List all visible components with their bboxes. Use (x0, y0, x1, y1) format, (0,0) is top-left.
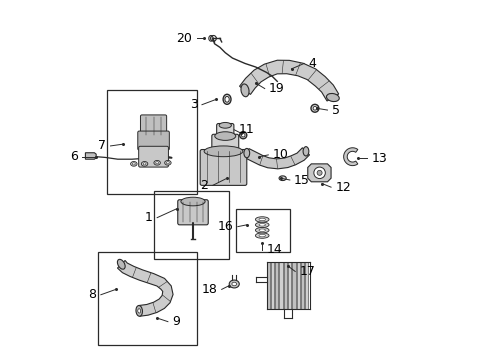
Ellipse shape (209, 36, 213, 41)
Ellipse shape (219, 122, 231, 128)
Text: 17: 17 (299, 265, 316, 278)
Polygon shape (343, 148, 358, 166)
FancyBboxPatch shape (138, 131, 170, 150)
Text: 10: 10 (272, 148, 289, 161)
Ellipse shape (303, 147, 309, 156)
Ellipse shape (229, 280, 239, 288)
Polygon shape (293, 262, 295, 309)
Ellipse shape (255, 217, 269, 222)
Ellipse shape (326, 94, 339, 102)
FancyBboxPatch shape (141, 115, 167, 138)
Ellipse shape (215, 132, 236, 140)
Text: 4: 4 (309, 57, 317, 70)
Text: 14: 14 (267, 243, 282, 256)
FancyBboxPatch shape (178, 200, 208, 225)
Bar (236, 209, 290, 252)
Ellipse shape (156, 162, 159, 164)
FancyBboxPatch shape (200, 149, 247, 185)
Bar (153, 191, 229, 259)
Text: 11: 11 (239, 123, 254, 136)
Bar (98, 252, 196, 345)
Ellipse shape (225, 96, 229, 102)
Polygon shape (279, 262, 283, 309)
Text: 3: 3 (190, 98, 197, 111)
Ellipse shape (242, 134, 245, 137)
Ellipse shape (232, 282, 237, 286)
Ellipse shape (279, 176, 286, 180)
Polygon shape (284, 262, 287, 309)
Polygon shape (288, 262, 291, 309)
Ellipse shape (181, 197, 205, 206)
Ellipse shape (165, 161, 171, 165)
Ellipse shape (255, 233, 269, 238)
Ellipse shape (240, 132, 247, 139)
Ellipse shape (132, 163, 135, 165)
Ellipse shape (255, 222, 269, 228)
Text: 2: 2 (200, 179, 208, 192)
Bar (107, 90, 196, 194)
Ellipse shape (223, 94, 231, 104)
Text: 13: 13 (371, 152, 387, 165)
Polygon shape (305, 262, 309, 309)
Ellipse shape (259, 234, 266, 237)
Circle shape (314, 167, 325, 179)
Ellipse shape (241, 84, 249, 97)
Ellipse shape (311, 104, 319, 112)
Text: 1: 1 (145, 211, 153, 224)
Polygon shape (245, 148, 310, 169)
Ellipse shape (244, 148, 250, 158)
Ellipse shape (204, 146, 243, 157)
Ellipse shape (131, 162, 137, 166)
Text: 6: 6 (70, 150, 77, 163)
FancyBboxPatch shape (217, 123, 234, 136)
Polygon shape (271, 262, 274, 309)
Text: 8: 8 (89, 288, 97, 301)
Polygon shape (118, 261, 173, 316)
Polygon shape (275, 262, 278, 309)
Ellipse shape (259, 229, 266, 231)
Ellipse shape (138, 309, 141, 313)
Text: 7: 7 (98, 139, 106, 152)
Ellipse shape (313, 107, 317, 110)
Ellipse shape (143, 163, 146, 165)
Ellipse shape (154, 161, 160, 165)
Ellipse shape (259, 224, 266, 226)
Text: 12: 12 (335, 181, 351, 194)
Polygon shape (296, 262, 300, 309)
Text: 5: 5 (332, 104, 340, 117)
Ellipse shape (118, 259, 125, 269)
Polygon shape (240, 60, 339, 101)
Text: 9: 9 (172, 315, 180, 328)
Text: 18: 18 (201, 283, 218, 296)
Ellipse shape (255, 228, 269, 233)
FancyBboxPatch shape (212, 134, 239, 154)
Ellipse shape (141, 162, 148, 166)
Text: 20: 20 (176, 32, 192, 45)
Ellipse shape (136, 306, 143, 316)
Circle shape (317, 170, 322, 175)
Polygon shape (267, 262, 270, 309)
Ellipse shape (167, 162, 170, 164)
Polygon shape (308, 164, 331, 182)
Text: 19: 19 (269, 82, 285, 95)
Text: 16: 16 (218, 220, 234, 233)
Ellipse shape (259, 218, 266, 221)
Text: 15: 15 (294, 174, 310, 186)
Polygon shape (85, 153, 96, 159)
FancyBboxPatch shape (139, 146, 169, 167)
Polygon shape (301, 262, 304, 309)
